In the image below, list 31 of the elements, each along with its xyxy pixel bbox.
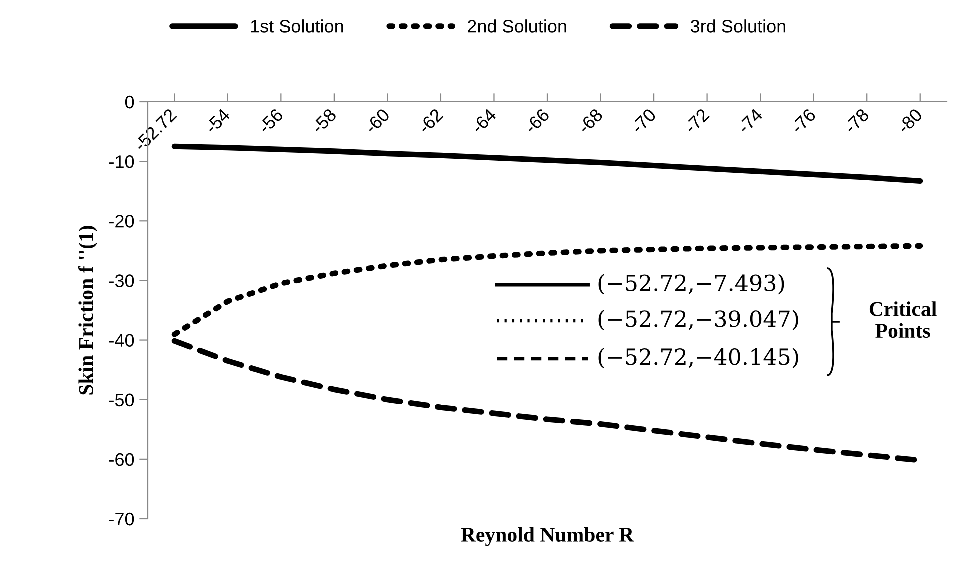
annotation: Critical Points — [870, 302, 937, 338]
x-tick-label: -58 — [310, 108, 338, 134]
y-tick-label: -60 — [110, 453, 134, 466]
x-tick-label: -56 — [258, 108, 284, 134]
x-tick-label: -74 — [737, 108, 764, 134]
legend-label: 3rd Solution — [690, 20, 786, 33]
x-tick-label: -78 — [844, 108, 870, 134]
x-tick-label: -68 — [577, 108, 604, 134]
x-tick-label: -80 — [896, 108, 924, 134]
x-axis-title: Reynold Number R — [461, 527, 634, 546]
y-tick-label: -10 — [110, 156, 134, 168]
annotation: (−52.72,−7.493) — [598, 274, 784, 295]
y-tick-label: 0 — [125, 96, 134, 109]
y-tick-label: -20 — [110, 215, 134, 228]
x-tick-label: -72 — [684, 108, 710, 134]
y-axis-title: Skin Friction f ''(1) — [78, 226, 98, 395]
x-tick-label: -76 — [790, 108, 817, 134]
x-tick-label: -70 — [630, 108, 657, 134]
y-tick-label: -50 — [110, 394, 134, 407]
legend-label: 2nd Solution — [468, 20, 566, 33]
x-tick-label: -66 — [524, 108, 550, 134]
x-tick-label: -62 — [417, 108, 444, 134]
x-tick-label: -64 — [470, 108, 498, 134]
x-tick-label: -60 — [364, 108, 391, 134]
y-tick-label: -40 — [110, 334, 134, 348]
y-tick-label: -70 — [110, 512, 134, 526]
annotation: (−52.72,−39.047) — [598, 310, 798, 331]
legend-label: 1st Solution — [251, 20, 344, 33]
x-tick-label: -54 — [204, 108, 231, 134]
y-tick-label: -30 — [110, 274, 134, 288]
annotation: (−52.72,−40.145) — [598, 348, 798, 368]
